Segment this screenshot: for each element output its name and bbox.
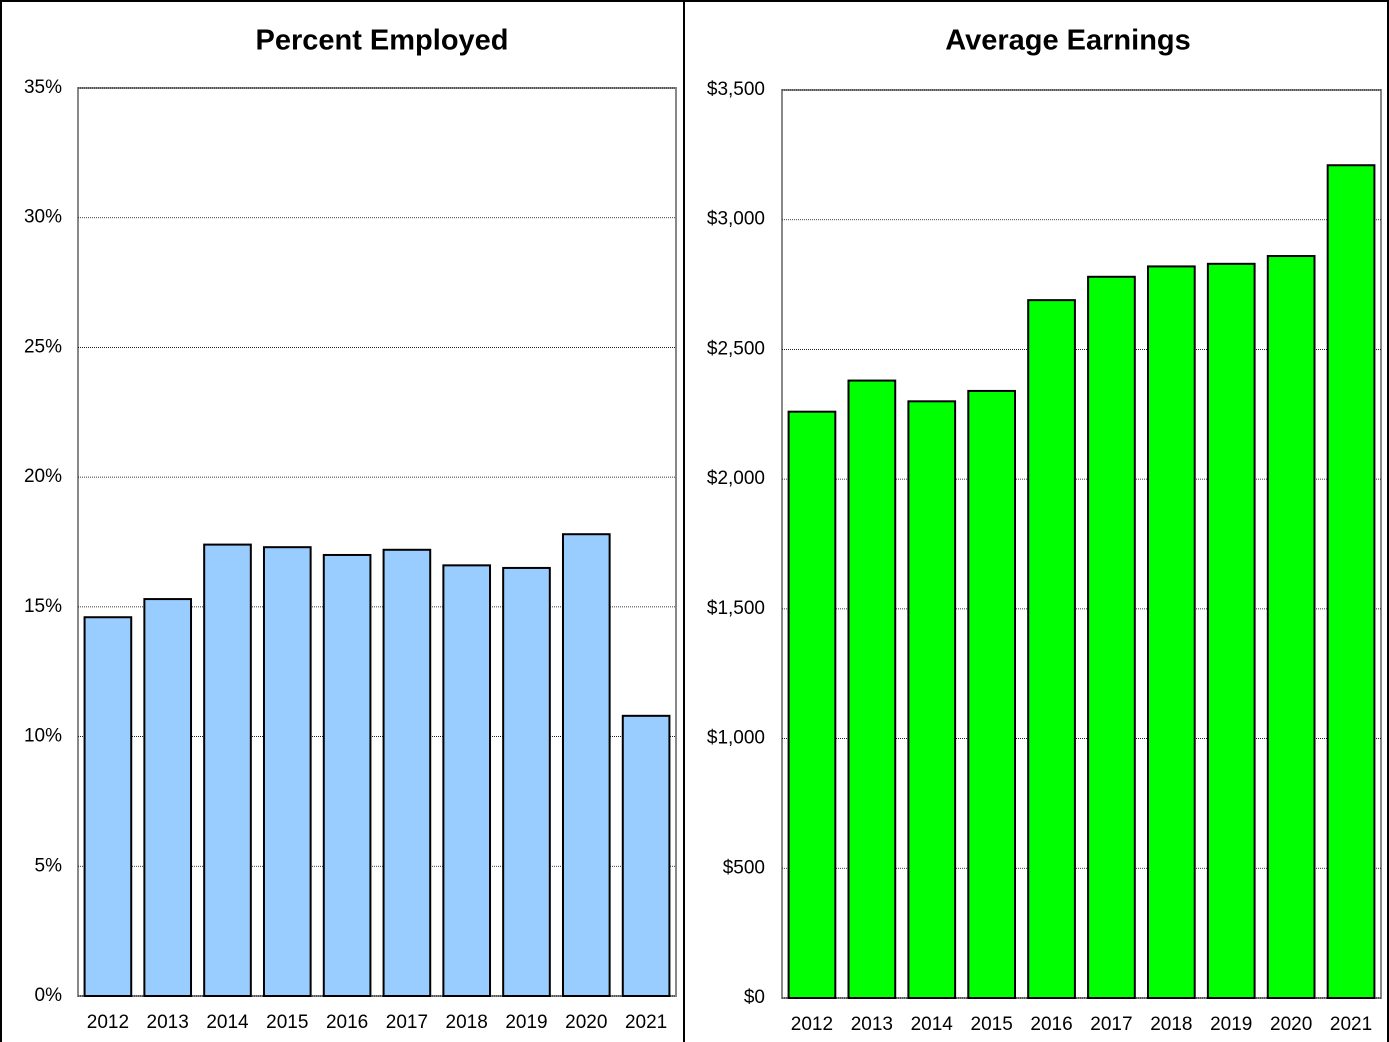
x-tick-label: 2020 xyxy=(565,1012,607,1033)
x-tick-label: 2016 xyxy=(1030,1014,1072,1035)
x-tick-label: 2017 xyxy=(1090,1014,1132,1035)
chart-title: Percent Employed xyxy=(255,25,508,57)
x-tick-label: 2019 xyxy=(505,1012,547,1033)
bar xyxy=(1087,275,1136,999)
y-tick-label: $3,500 xyxy=(707,79,765,100)
y-tick-label: 20% xyxy=(24,466,62,487)
bar xyxy=(1326,164,1376,999)
bar xyxy=(907,400,957,1000)
x-tick-label: 2016 xyxy=(326,1012,368,1033)
y-tick-label: $2,000 xyxy=(707,468,765,489)
x-tick-label: 2019 xyxy=(1210,1014,1252,1035)
x-tick-label: 2018 xyxy=(1150,1014,1192,1035)
y-tick-label: 35% xyxy=(24,77,62,98)
y-tick-label: $500 xyxy=(723,857,765,878)
bar xyxy=(442,564,492,997)
y-tick-label: $3,000 xyxy=(707,209,765,230)
y-tick-label: $0 xyxy=(744,987,765,1008)
x-tick-label: 2012 xyxy=(791,1014,833,1035)
bar xyxy=(1027,299,1076,999)
x-tick-label: 2014 xyxy=(911,1014,954,1035)
x-tick-label: 2021 xyxy=(625,1012,667,1033)
bar xyxy=(1266,255,1316,999)
bar xyxy=(322,553,372,997)
y-tick-label: 15% xyxy=(24,596,62,617)
bar xyxy=(967,389,1017,999)
y-tick-label: $2,500 xyxy=(707,338,765,359)
bar xyxy=(1206,262,1256,999)
x-tick-label: 2020 xyxy=(1270,1014,1312,1035)
x-tick-label: 2015 xyxy=(971,1014,1013,1035)
bar xyxy=(382,548,432,997)
x-tick-label: 2013 xyxy=(147,1012,189,1033)
bar xyxy=(143,598,193,997)
bar xyxy=(83,616,133,998)
y-tick-label: 5% xyxy=(35,855,63,876)
bar xyxy=(621,714,671,997)
bar xyxy=(561,533,611,998)
y-tick-label: 30% xyxy=(24,207,62,228)
y-tick-label: 25% xyxy=(24,336,62,357)
chart-title: Average Earnings xyxy=(945,25,1191,57)
bar xyxy=(262,546,312,998)
bar xyxy=(847,379,897,999)
x-tick-label: 2012 xyxy=(87,1012,129,1033)
y-tick-label: $1,500 xyxy=(707,598,765,619)
bar xyxy=(1146,265,1196,999)
x-tick-label: 2018 xyxy=(446,1012,488,1033)
x-tick-label: 2013 xyxy=(851,1014,893,1035)
bar xyxy=(787,410,837,1000)
y-tick-label: $1,000 xyxy=(707,728,765,749)
x-tick-label: 2014 xyxy=(206,1012,249,1033)
x-tick-label: 2015 xyxy=(266,1012,308,1033)
y-tick-label: 10% xyxy=(24,726,62,747)
x-tick-label: 2017 xyxy=(386,1012,428,1033)
y-tick-label: 0% xyxy=(35,985,63,1006)
bar xyxy=(203,543,252,997)
x-tick-label: 2021 xyxy=(1330,1014,1372,1035)
bar xyxy=(502,566,551,997)
